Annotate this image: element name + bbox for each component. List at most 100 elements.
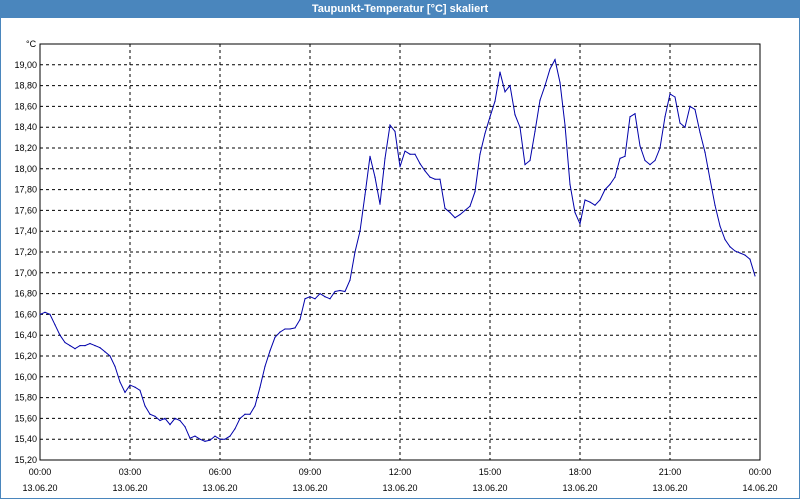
data-point (464, 209, 466, 211)
y-tick-label: 18,40 (14, 122, 37, 132)
data-point (509, 85, 511, 87)
data-point (274, 336, 276, 338)
data-point (504, 91, 506, 93)
data-point (589, 201, 591, 203)
data-point (254, 405, 256, 407)
data-point (624, 155, 626, 157)
window-title: Taupunkt-Temperatur [°C] skaliert (0, 0, 800, 18)
data-point (744, 254, 746, 256)
data-point (659, 147, 661, 149)
y-tick-label: 18,80 (14, 81, 37, 91)
y-tick-label: 16,40 (14, 330, 37, 340)
series-line-dewpoint (39, 58, 756, 442)
data-point (214, 435, 216, 437)
data-point (334, 290, 336, 293)
data-point (584, 199, 586, 201)
data-point (109, 355, 111, 357)
data-point (739, 252, 741, 254)
y-axis-ticks: 15,20 15,40 15,60 15,80 16,00 16,20 16,40 16,60… (14, 60, 37, 465)
data-point (154, 415, 156, 417)
data-point (754, 275, 756, 277)
data-points (39, 59, 756, 442)
data-point (259, 386, 261, 388)
data-point (294, 327, 296, 329)
data-point (124, 391, 126, 393)
y-tick-label: 16,80 (14, 289, 37, 299)
data-point (454, 217, 456, 219)
data-point (529, 159, 531, 162)
data-point (319, 293, 321, 295)
data-point (749, 258, 751, 260)
data-point (199, 438, 201, 440)
data-point (264, 365, 266, 367)
data-point (219, 438, 221, 440)
data-point (224, 438, 226, 440)
data-point (574, 211, 576, 214)
data-point (489, 116, 491, 118)
data-point (144, 405, 146, 407)
plot-frame (39, 43, 761, 461)
data-point (644, 159, 646, 162)
y-tick-label: 16,20 (14, 351, 37, 361)
data-point (439, 178, 441, 180)
data-point (719, 225, 721, 227)
data-point (449, 211, 451, 214)
data-point (629, 116, 631, 118)
data-point (389, 124, 391, 126)
data-point (269, 350, 271, 352)
y-tick-label: 19,00 (14, 60, 37, 70)
data-point (484, 132, 486, 135)
x-tick-time-label: 00:00 (749, 467, 772, 477)
x-tick-time-label: 12:00 (389, 467, 412, 477)
data-point (169, 424, 171, 426)
data-point (244, 413, 246, 415)
x-tick-time-label: 18:00 (569, 467, 592, 477)
data-point (514, 114, 516, 116)
data-point (194, 435, 196, 437)
data-point (674, 96, 676, 98)
x-tick-date-label: 13.06.20 (562, 483, 597, 493)
data-point (519, 126, 521, 128)
y-tick-label: 17,00 (14, 268, 37, 278)
data-point (734, 250, 736, 252)
data-point (164, 417, 166, 419)
y-tick-label: 15,60 (14, 413, 37, 423)
data-point (69, 345, 71, 347)
data-point (399, 166, 401, 168)
x-tick-date-label: 13.06.20 (112, 483, 147, 493)
x-tick-time-label: 03:00 (119, 467, 142, 477)
y-tick-label: 18,00 (14, 164, 37, 174)
data-point (549, 68, 551, 70)
data-point (359, 230, 361, 232)
y-tick-label: 15,40 (14, 434, 37, 444)
data-point (604, 189, 606, 191)
data-point (99, 347, 101, 349)
y-tick-label: 15,80 (14, 393, 37, 403)
data-point (94, 345, 96, 347)
data-point (74, 348, 76, 350)
x-tick-date-label: 13.06.20 (472, 483, 507, 493)
data-point (579, 223, 581, 225)
data-point (414, 153, 416, 155)
x-tick-time-label: 15:00 (479, 467, 502, 477)
data-point (134, 386, 136, 388)
data-point (469, 205, 471, 207)
data-point (424, 170, 426, 172)
data-point (554, 59, 556, 61)
data-point (139, 389, 141, 391)
x-tick-date-label: 13.06.20 (292, 483, 327, 493)
y-tick-label: 17,20 (14, 247, 37, 257)
data-point (544, 85, 546, 87)
x-tick-date-label: 13.06.20 (382, 483, 417, 493)
data-point (704, 151, 706, 153)
data-point (234, 428, 236, 430)
data-point (354, 251, 356, 253)
x-tick-time-label: 06:00 (209, 467, 232, 477)
data-point (499, 71, 501, 73)
data-point (249, 413, 251, 415)
data-point (349, 279, 351, 281)
y-tick-label: 17,40 (14, 226, 37, 236)
data-point (419, 163, 421, 165)
y-tick-label: 16,60 (14, 309, 37, 319)
data-point (64, 341, 66, 344)
